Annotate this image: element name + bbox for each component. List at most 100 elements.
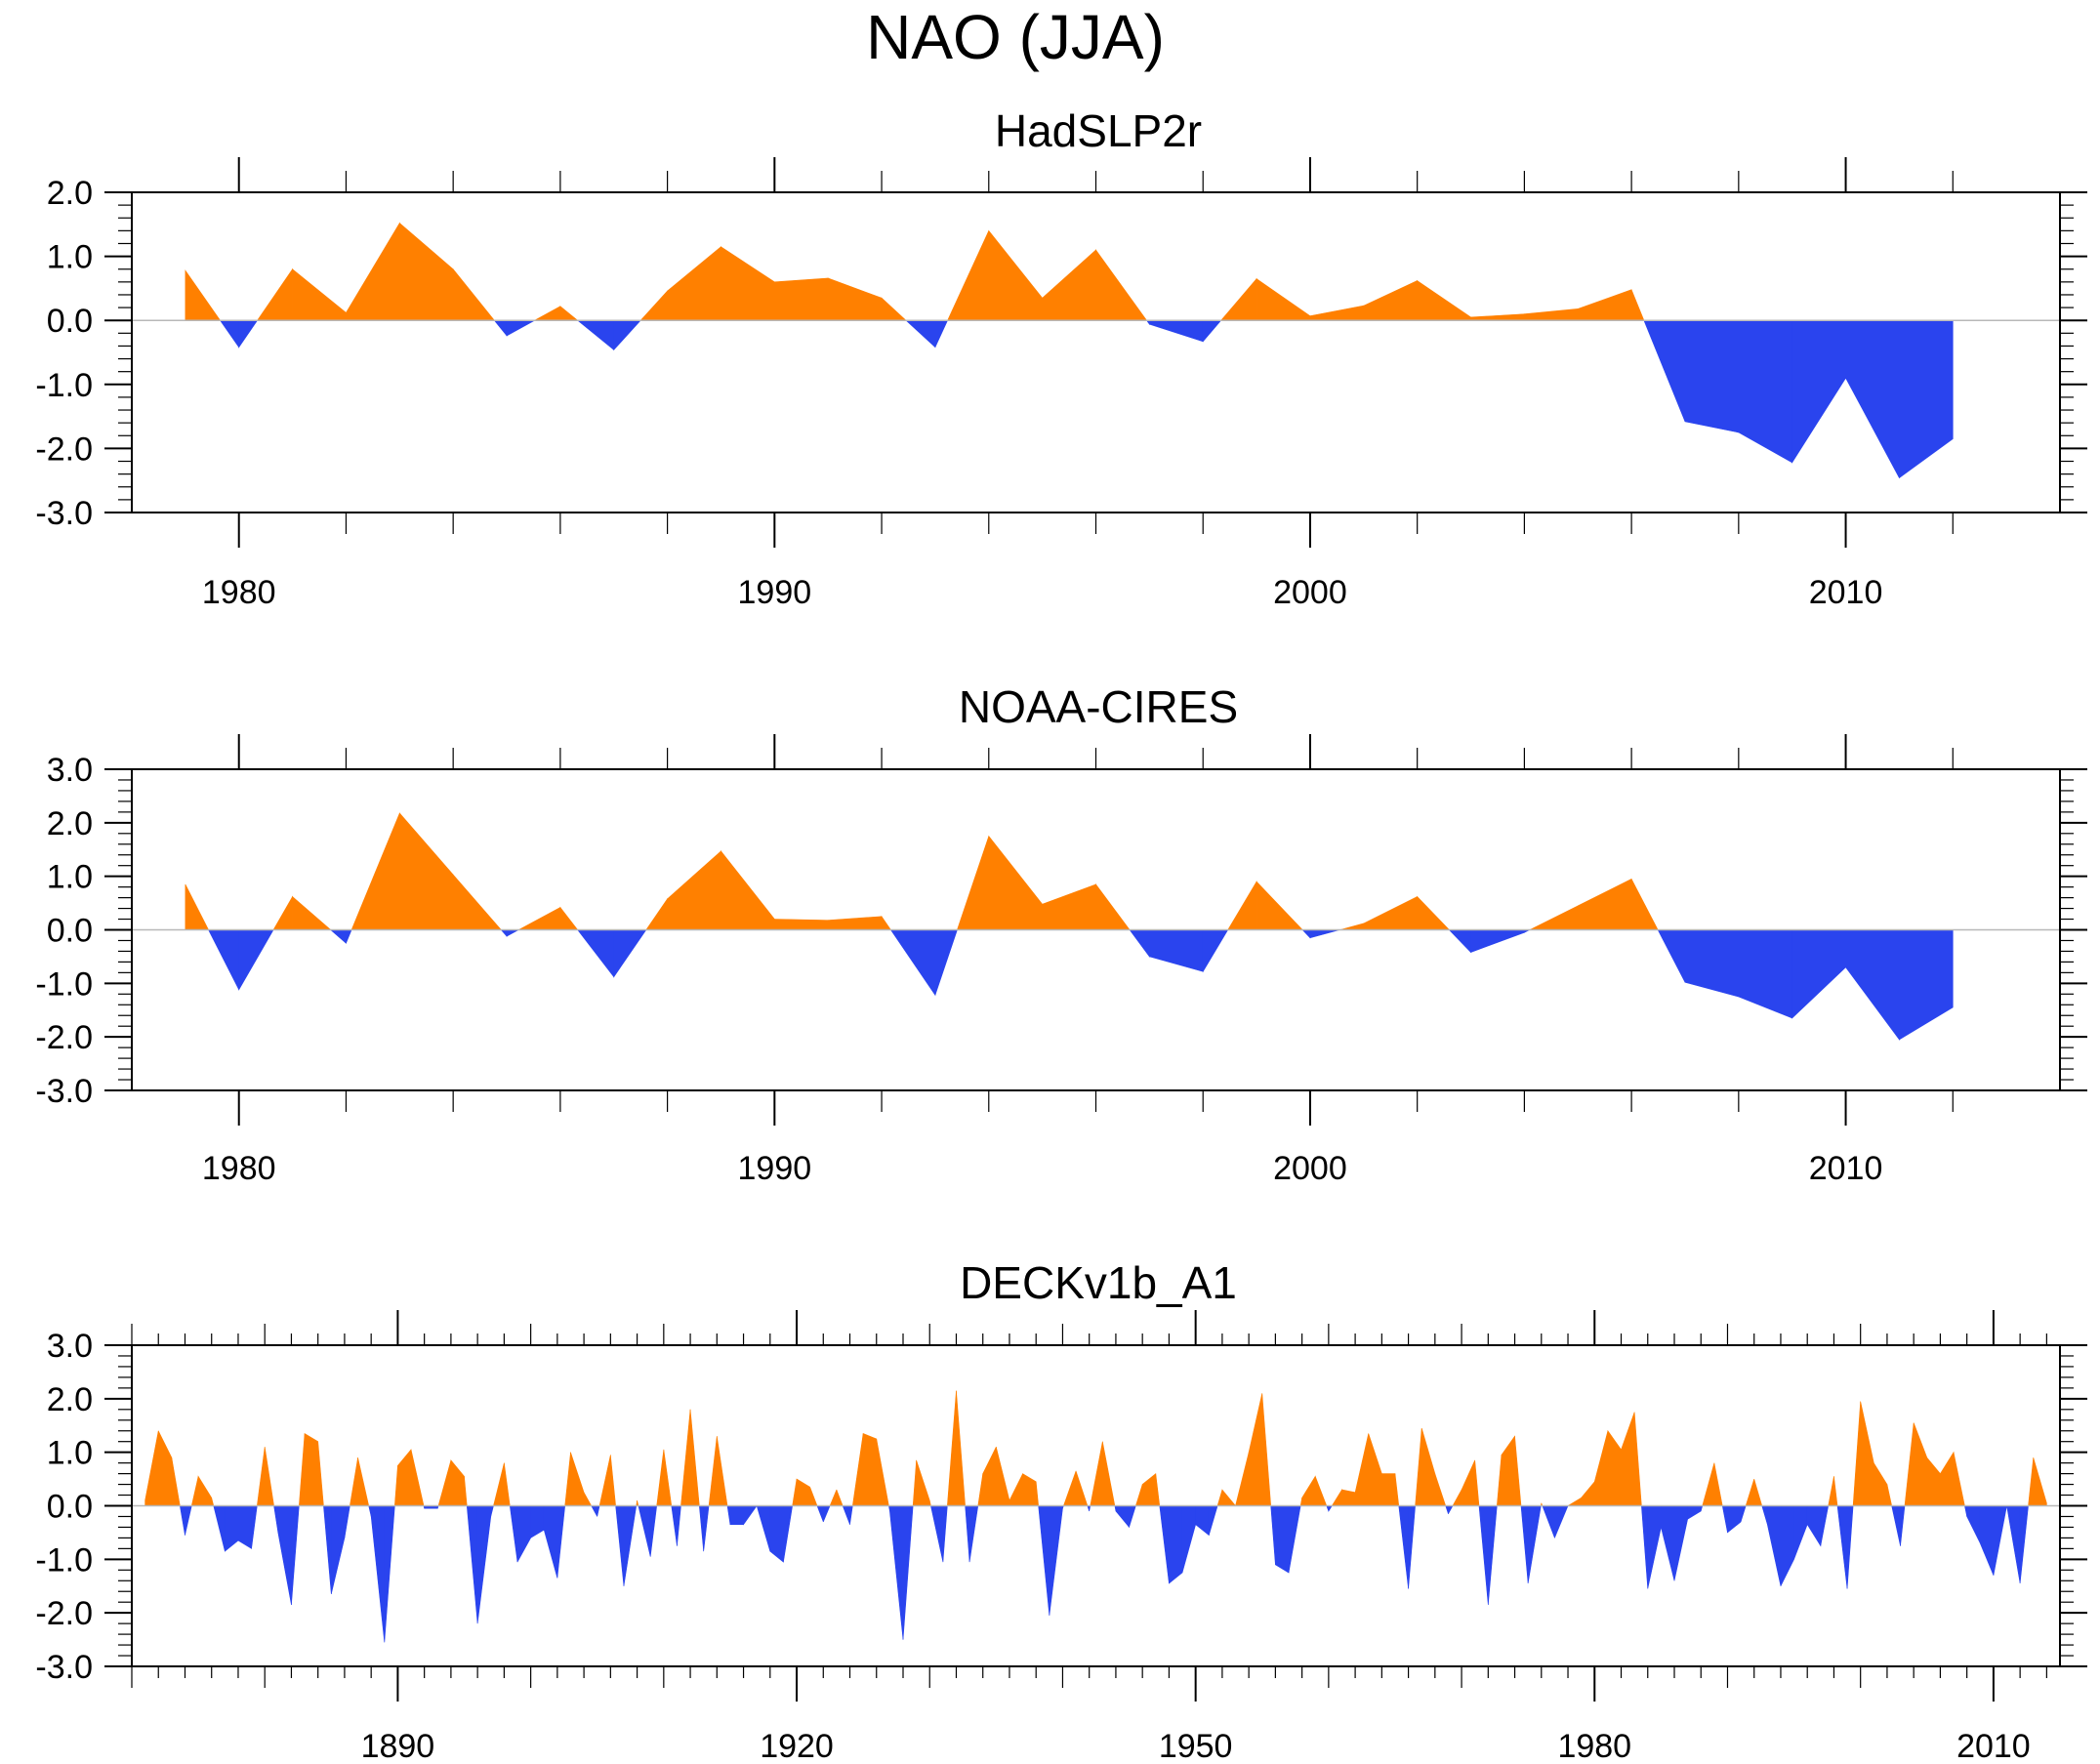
panel-title-noaa-cires: NOAA-CIRES bbox=[959, 681, 1238, 732]
hadslp2r-area-segment bbox=[1042, 249, 1096, 321]
noaa-cires-area-segment bbox=[1899, 929, 1954, 1041]
deckv1b-a1-area-segment bbox=[1661, 1505, 1675, 1581]
deckv1b-a1-area-segment bbox=[703, 1505, 710, 1552]
hadslp2r-area-segment bbox=[613, 319, 641, 351]
noaa-cires-y-tick-label: 0.0 bbox=[47, 913, 93, 950]
deckv1b-a1-area-segment bbox=[323, 1505, 332, 1594]
deckv1b-a1-area-segment bbox=[1368, 1433, 1382, 1506]
deckv1b-a1-area-segment bbox=[1169, 1505, 1183, 1584]
deckv1b-a1-area-segment bbox=[1208, 1505, 1218, 1536]
deckv1b-a1-area-segment bbox=[1275, 1505, 1290, 1574]
deckv1b-a1-area-segment bbox=[849, 1505, 853, 1525]
hadslp2r-area-segment bbox=[1630, 289, 1645, 321]
deckv1b-a1-area-segment bbox=[769, 1505, 784, 1563]
deckv1b-a1-area-segment bbox=[237, 1505, 252, 1549]
noaa-cires-y-tick-label: -3.0 bbox=[35, 1073, 93, 1110]
noaa-cires-area-segment bbox=[346, 929, 352, 944]
noaa-cires-area-segment bbox=[292, 895, 332, 930]
noaa-cires-area-segment bbox=[1227, 881, 1257, 930]
deckv1b-a1-area-segment bbox=[1496, 1455, 1503, 1506]
noaa-cires-y-tick-label: 1.0 bbox=[47, 859, 93, 896]
hadslp2r-area-segment bbox=[1095, 249, 1148, 321]
noaa-cires-area-segment bbox=[1363, 896, 1418, 930]
deckv1b-a1-area-segment bbox=[1833, 1476, 1838, 1506]
noaa-cires-area-segment bbox=[577, 929, 615, 978]
noaa-cires-area-segment bbox=[185, 883, 210, 930]
deckv1b-a1-area-segment bbox=[836, 1489, 844, 1506]
deckv1b-a1-area-segment bbox=[977, 1473, 984, 1506]
panel-title-deckv1b-a1: DECKv1b_A1 bbox=[960, 1257, 1237, 1308]
deckv1b-a1-area-segment bbox=[1913, 1422, 1928, 1506]
deckv1b-a1-area-segment bbox=[1141, 1472, 1157, 1506]
noaa-cires-area-segment bbox=[518, 906, 561, 930]
deckv1b-a1-area-segment bbox=[1115, 1505, 1130, 1529]
noaa-cires-area-segment bbox=[238, 929, 274, 992]
noaa-cires-area-segment bbox=[957, 836, 990, 930]
deckv1b-a1-area-segment bbox=[1009, 1473, 1023, 1506]
deckv1b-a1-area-segment bbox=[1702, 1462, 1715, 1506]
deckv1b-a1-area-segment bbox=[1326, 1505, 1330, 1512]
deckv1b-a1-area-segment bbox=[2028, 1457, 2035, 1506]
deckv1b-a1-area-segment bbox=[1155, 1473, 1161, 1506]
deckv1b-a1-area-segment bbox=[1434, 1473, 1447, 1506]
hadslp2r-area-segment bbox=[721, 246, 775, 321]
hadslp2r-area-segment bbox=[1845, 319, 1900, 478]
deckv1b-a1-area-segment bbox=[597, 1505, 600, 1517]
deckv1b-a1-area-segment bbox=[1900, 1505, 1906, 1546]
deckv1b-a1-area-segment bbox=[947, 1390, 957, 1506]
hadslp2r-area-segment bbox=[576, 319, 615, 351]
noaa-cires-x-tick-label: 1990 bbox=[738, 1150, 812, 1187]
hadslp2r-area-segment bbox=[1256, 277, 1311, 321]
deckv1b-a1-area-segment bbox=[1953, 1452, 1965, 1506]
deckv1b-a1-area-segment bbox=[1542, 1505, 1555, 1538]
deckv1b-a1-area-segment bbox=[876, 1438, 889, 1506]
hadslp2r-area-segment bbox=[827, 277, 883, 321]
deckv1b-a1-area-segment bbox=[851, 1433, 864, 1506]
deckv1b-a1-y-tick-label: -3.0 bbox=[35, 1649, 93, 1686]
deckv1b-a1-area-segment bbox=[1038, 1505, 1050, 1616]
noaa-cires-area-segment bbox=[934, 929, 958, 996]
deckv1b-a1-area-segment bbox=[680, 1409, 691, 1506]
deckv1b-a1-area-segment bbox=[225, 1505, 239, 1552]
deckv1b-a1-x-tick-label: 2010 bbox=[1956, 1728, 2031, 1764]
deckv1b-a1-area-segment bbox=[490, 1505, 494, 1517]
deckv1b-a1-area-segment bbox=[649, 1505, 658, 1557]
deckv1b-a1-area-segment bbox=[726, 1505, 731, 1525]
deckv1b-a1-area-segment bbox=[1102, 1441, 1116, 1506]
noaa-cires-area-segment bbox=[1684, 929, 1740, 998]
deckv1b-a1-area-segment bbox=[1836, 1505, 1848, 1589]
hadslp2r-y-tick-label: -1.0 bbox=[35, 367, 93, 404]
deckv1b-a1-area-segment bbox=[179, 1505, 185, 1536]
deckv1b-a1-area-segment bbox=[370, 1505, 386, 1643]
hadslp2r-area-segment bbox=[905, 319, 936, 349]
deckv1b-a1-area-segment bbox=[1514, 1436, 1522, 1506]
hadslp2r-area-segment bbox=[934, 319, 949, 348]
deckv1b-a1-area-segment bbox=[942, 1505, 948, 1563]
deckv1b-a1-area-segment bbox=[822, 1505, 831, 1523]
deckv1b-a1-area-segment bbox=[450, 1459, 465, 1506]
noaa-cires-area-segment bbox=[1042, 883, 1096, 930]
deckv1b-a1-area-segment bbox=[1745, 1478, 1755, 1506]
noaa-cires-y-tick-label: 3.0 bbox=[47, 752, 93, 789]
deckv1b-a1-area-segment bbox=[1520, 1505, 1529, 1584]
deckv1b-a1-area-segment bbox=[273, 1505, 279, 1533]
noaa-cires-y-tick-label: 2.0 bbox=[47, 805, 93, 842]
deckv1b-a1-area-segment bbox=[965, 1505, 970, 1563]
deckv1b-a1-area-segment bbox=[516, 1505, 531, 1563]
noaa-cires-x-tick-label: 2000 bbox=[1273, 1150, 1347, 1187]
noaa-cires-area-segment bbox=[1309, 929, 1340, 939]
deckv1b-a1-area-segment bbox=[1964, 1505, 1967, 1517]
deckv1b-a1-x-tick-label: 1950 bbox=[1159, 1728, 1233, 1764]
deckv1b-a1-area-segment bbox=[393, 1465, 398, 1506]
hadslp2r-y-tick-label: 2.0 bbox=[47, 175, 93, 212]
deckv1b-a1-area-segment bbox=[493, 1462, 505, 1506]
hadslp2r-area-segment bbox=[219, 319, 240, 349]
deckv1b-a1-area-segment bbox=[437, 1459, 452, 1506]
panel-noaa-cires: NOAA-CIRES 3.0 2.0 1.0 0.0 -1.0 -2.0 -3.0 1980 1… bbox=[35, 681, 2087, 1187]
noaa-cires-x-tick-label: 2010 bbox=[1809, 1150, 1883, 1187]
hadslp2r-area-segment bbox=[452, 267, 495, 321]
deckv1b-a1-area-segment bbox=[968, 1505, 979, 1563]
deckv1b-a1-area-segment bbox=[623, 1505, 638, 1586]
deckv1b-a1-area-segment bbox=[796, 1478, 810, 1506]
noaa-cires-area-segment bbox=[667, 850, 721, 930]
